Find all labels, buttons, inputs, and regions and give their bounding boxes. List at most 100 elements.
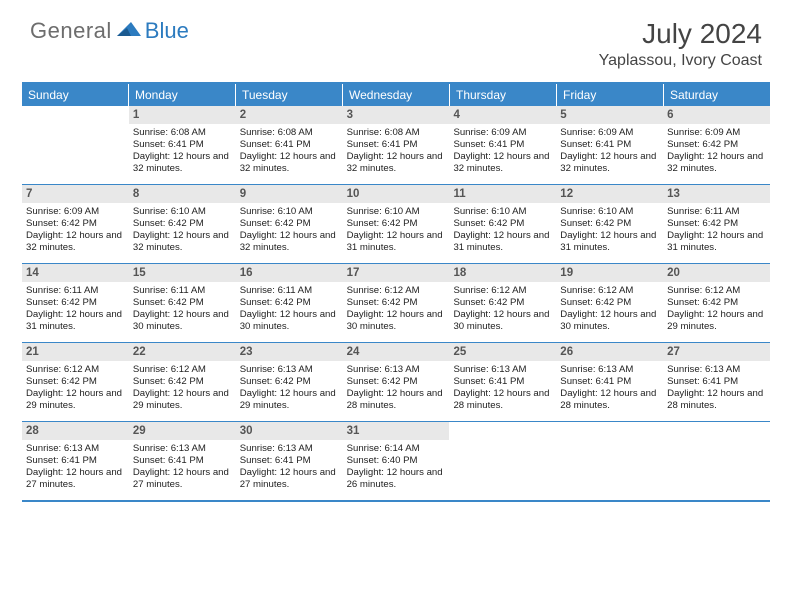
- day-number: 1: [129, 106, 236, 124]
- daylight-text: Daylight: 12 hours and 30 minutes.: [453, 309, 552, 333]
- daylight-text: Daylight: 12 hours and 32 minutes.: [26, 230, 125, 254]
- daylight-text: Daylight: 12 hours and 30 minutes.: [347, 309, 446, 333]
- day-number: 23: [236, 343, 343, 361]
- sunrise-text: Sunrise: 6:08 AM: [347, 127, 446, 139]
- sunrise-text: Sunrise: 6:11 AM: [133, 285, 232, 297]
- weekday-header: Sunday: [22, 84, 129, 106]
- sunrise-text: Sunrise: 6:09 AM: [667, 127, 766, 139]
- calendar-cell: 7Sunrise: 6:09 AMSunset: 6:42 PMDaylight…: [22, 185, 129, 263]
- weekday-header-row: SundayMondayTuesdayWednesdayThursdayFrid…: [22, 84, 770, 106]
- weekday-header: Friday: [557, 84, 664, 106]
- logo: General Blue: [30, 18, 189, 44]
- day-number: 15: [129, 264, 236, 282]
- calendar-cell: 9Sunrise: 6:10 AMSunset: 6:42 PMDaylight…: [236, 185, 343, 263]
- day-number: 8: [129, 185, 236, 203]
- day-number: 28: [22, 422, 129, 440]
- day-number: 18: [449, 264, 556, 282]
- calendar-cell: 17Sunrise: 6:12 AMSunset: 6:42 PMDayligh…: [343, 264, 450, 342]
- daylight-text: Daylight: 12 hours and 32 minutes.: [240, 151, 339, 175]
- sunset-text: Sunset: 6:42 PM: [26, 297, 125, 309]
- weekday-header: Wednesday: [343, 84, 450, 106]
- sunrise-text: Sunrise: 6:14 AM: [347, 443, 446, 455]
- day-number: 31: [343, 422, 450, 440]
- day-number: 4: [449, 106, 556, 124]
- calendar-cell: [22, 106, 129, 184]
- sunset-text: Sunset: 6:42 PM: [26, 376, 125, 388]
- daylight-text: Daylight: 12 hours and 32 minutes.: [347, 151, 446, 175]
- sunrise-text: Sunrise: 6:10 AM: [560, 206, 659, 218]
- calendar-cell: 6Sunrise: 6:09 AMSunset: 6:42 PMDaylight…: [663, 106, 770, 184]
- day-number: 2: [236, 106, 343, 124]
- calendar-cell: 25Sunrise: 6:13 AMSunset: 6:41 PMDayligh…: [449, 343, 556, 421]
- calendar-cell: 30Sunrise: 6:13 AMSunset: 6:41 PMDayligh…: [236, 422, 343, 500]
- calendar-cell: 13Sunrise: 6:11 AMSunset: 6:42 PMDayligh…: [663, 185, 770, 263]
- sunrise-text: Sunrise: 6:09 AM: [560, 127, 659, 139]
- sunrise-text: Sunrise: 6:12 AM: [347, 285, 446, 297]
- sunrise-text: Sunrise: 6:12 AM: [133, 364, 232, 376]
- calendar-body: 1Sunrise: 6:08 AMSunset: 6:41 PMDaylight…: [22, 106, 770, 502]
- page-header: General Blue July 2024 Yaplassou, Ivory …: [0, 0, 792, 78]
- sunset-text: Sunset: 6:42 PM: [240, 297, 339, 309]
- daylight-text: Daylight: 12 hours and 28 minutes.: [347, 388, 446, 412]
- sunset-text: Sunset: 6:42 PM: [347, 376, 446, 388]
- weekday-header: Saturday: [664, 84, 770, 106]
- calendar-cell: 12Sunrise: 6:10 AMSunset: 6:42 PMDayligh…: [556, 185, 663, 263]
- calendar-cell: 1Sunrise: 6:08 AMSunset: 6:41 PMDaylight…: [129, 106, 236, 184]
- sunrise-text: Sunrise: 6:09 AM: [26, 206, 125, 218]
- calendar-cell: 2Sunrise: 6:08 AMSunset: 6:41 PMDaylight…: [236, 106, 343, 184]
- calendar-week-row: 14Sunrise: 6:11 AMSunset: 6:42 PMDayligh…: [22, 264, 770, 343]
- sunrise-text: Sunrise: 6:11 AM: [26, 285, 125, 297]
- day-number: 6: [663, 106, 770, 124]
- daylight-text: Daylight: 12 hours and 27 minutes.: [240, 467, 339, 491]
- day-number: 17: [343, 264, 450, 282]
- day-number: 5: [556, 106, 663, 124]
- sunset-text: Sunset: 6:41 PM: [133, 455, 232, 467]
- sunrise-text: Sunrise: 6:11 AM: [240, 285, 339, 297]
- logo-text-blue: Blue: [145, 18, 189, 44]
- sunset-text: Sunset: 6:42 PM: [667, 218, 766, 230]
- calendar-week-row: 21Sunrise: 6:12 AMSunset: 6:42 PMDayligh…: [22, 343, 770, 422]
- sunset-text: Sunset: 6:42 PM: [240, 218, 339, 230]
- day-number: 24: [343, 343, 450, 361]
- sunset-text: Sunset: 6:41 PM: [133, 139, 232, 151]
- daylight-text: Daylight: 12 hours and 29 minutes.: [667, 309, 766, 333]
- daylight-text: Daylight: 12 hours and 30 minutes.: [133, 309, 232, 333]
- day-number: 11: [449, 185, 556, 203]
- daylight-text: Daylight: 12 hours and 31 minutes.: [560, 230, 659, 254]
- sunrise-text: Sunrise: 6:08 AM: [133, 127, 232, 139]
- calendar-cell: 5Sunrise: 6:09 AMSunset: 6:41 PMDaylight…: [556, 106, 663, 184]
- sunrise-text: Sunrise: 6:13 AM: [240, 364, 339, 376]
- sunrise-text: Sunrise: 6:12 AM: [560, 285, 659, 297]
- day-number: 27: [663, 343, 770, 361]
- day-number: 7: [22, 185, 129, 203]
- calendar-cell: 16Sunrise: 6:11 AMSunset: 6:42 PMDayligh…: [236, 264, 343, 342]
- sunset-text: Sunset: 6:42 PM: [453, 297, 552, 309]
- sunrise-text: Sunrise: 6:10 AM: [347, 206, 446, 218]
- day-number: 20: [663, 264, 770, 282]
- sunset-text: Sunset: 6:42 PM: [560, 218, 659, 230]
- sunrise-text: Sunrise: 6:08 AM: [240, 127, 339, 139]
- daylight-text: Daylight: 12 hours and 32 minutes.: [240, 230, 339, 254]
- sunset-text: Sunset: 6:42 PM: [453, 218, 552, 230]
- calendar-cell: 27Sunrise: 6:13 AMSunset: 6:41 PMDayligh…: [663, 343, 770, 421]
- daylight-text: Daylight: 12 hours and 28 minutes.: [667, 388, 766, 412]
- sunset-text: Sunset: 6:42 PM: [667, 297, 766, 309]
- daylight-text: Daylight: 12 hours and 31 minutes.: [453, 230, 552, 254]
- calendar-cell: 26Sunrise: 6:13 AMSunset: 6:41 PMDayligh…: [556, 343, 663, 421]
- day-number: 3: [343, 106, 450, 124]
- calendar-cell: 19Sunrise: 6:12 AMSunset: 6:42 PMDayligh…: [556, 264, 663, 342]
- daylight-text: Daylight: 12 hours and 26 minutes.: [347, 467, 446, 491]
- sunrise-text: Sunrise: 6:09 AM: [453, 127, 552, 139]
- weekday-header: Thursday: [450, 84, 557, 106]
- calendar-cell: [449, 422, 556, 500]
- sunset-text: Sunset: 6:41 PM: [560, 376, 659, 388]
- sunrise-text: Sunrise: 6:13 AM: [453, 364, 552, 376]
- day-number: 29: [129, 422, 236, 440]
- calendar-cell: 3Sunrise: 6:08 AMSunset: 6:41 PMDaylight…: [343, 106, 450, 184]
- sunrise-text: Sunrise: 6:12 AM: [26, 364, 125, 376]
- weekday-header: Monday: [129, 84, 236, 106]
- sunrise-text: Sunrise: 6:12 AM: [667, 285, 766, 297]
- daylight-text: Daylight: 12 hours and 29 minutes.: [26, 388, 125, 412]
- calendar-cell: 4Sunrise: 6:09 AMSunset: 6:41 PMDaylight…: [449, 106, 556, 184]
- calendar-cell: 21Sunrise: 6:12 AMSunset: 6:42 PMDayligh…: [22, 343, 129, 421]
